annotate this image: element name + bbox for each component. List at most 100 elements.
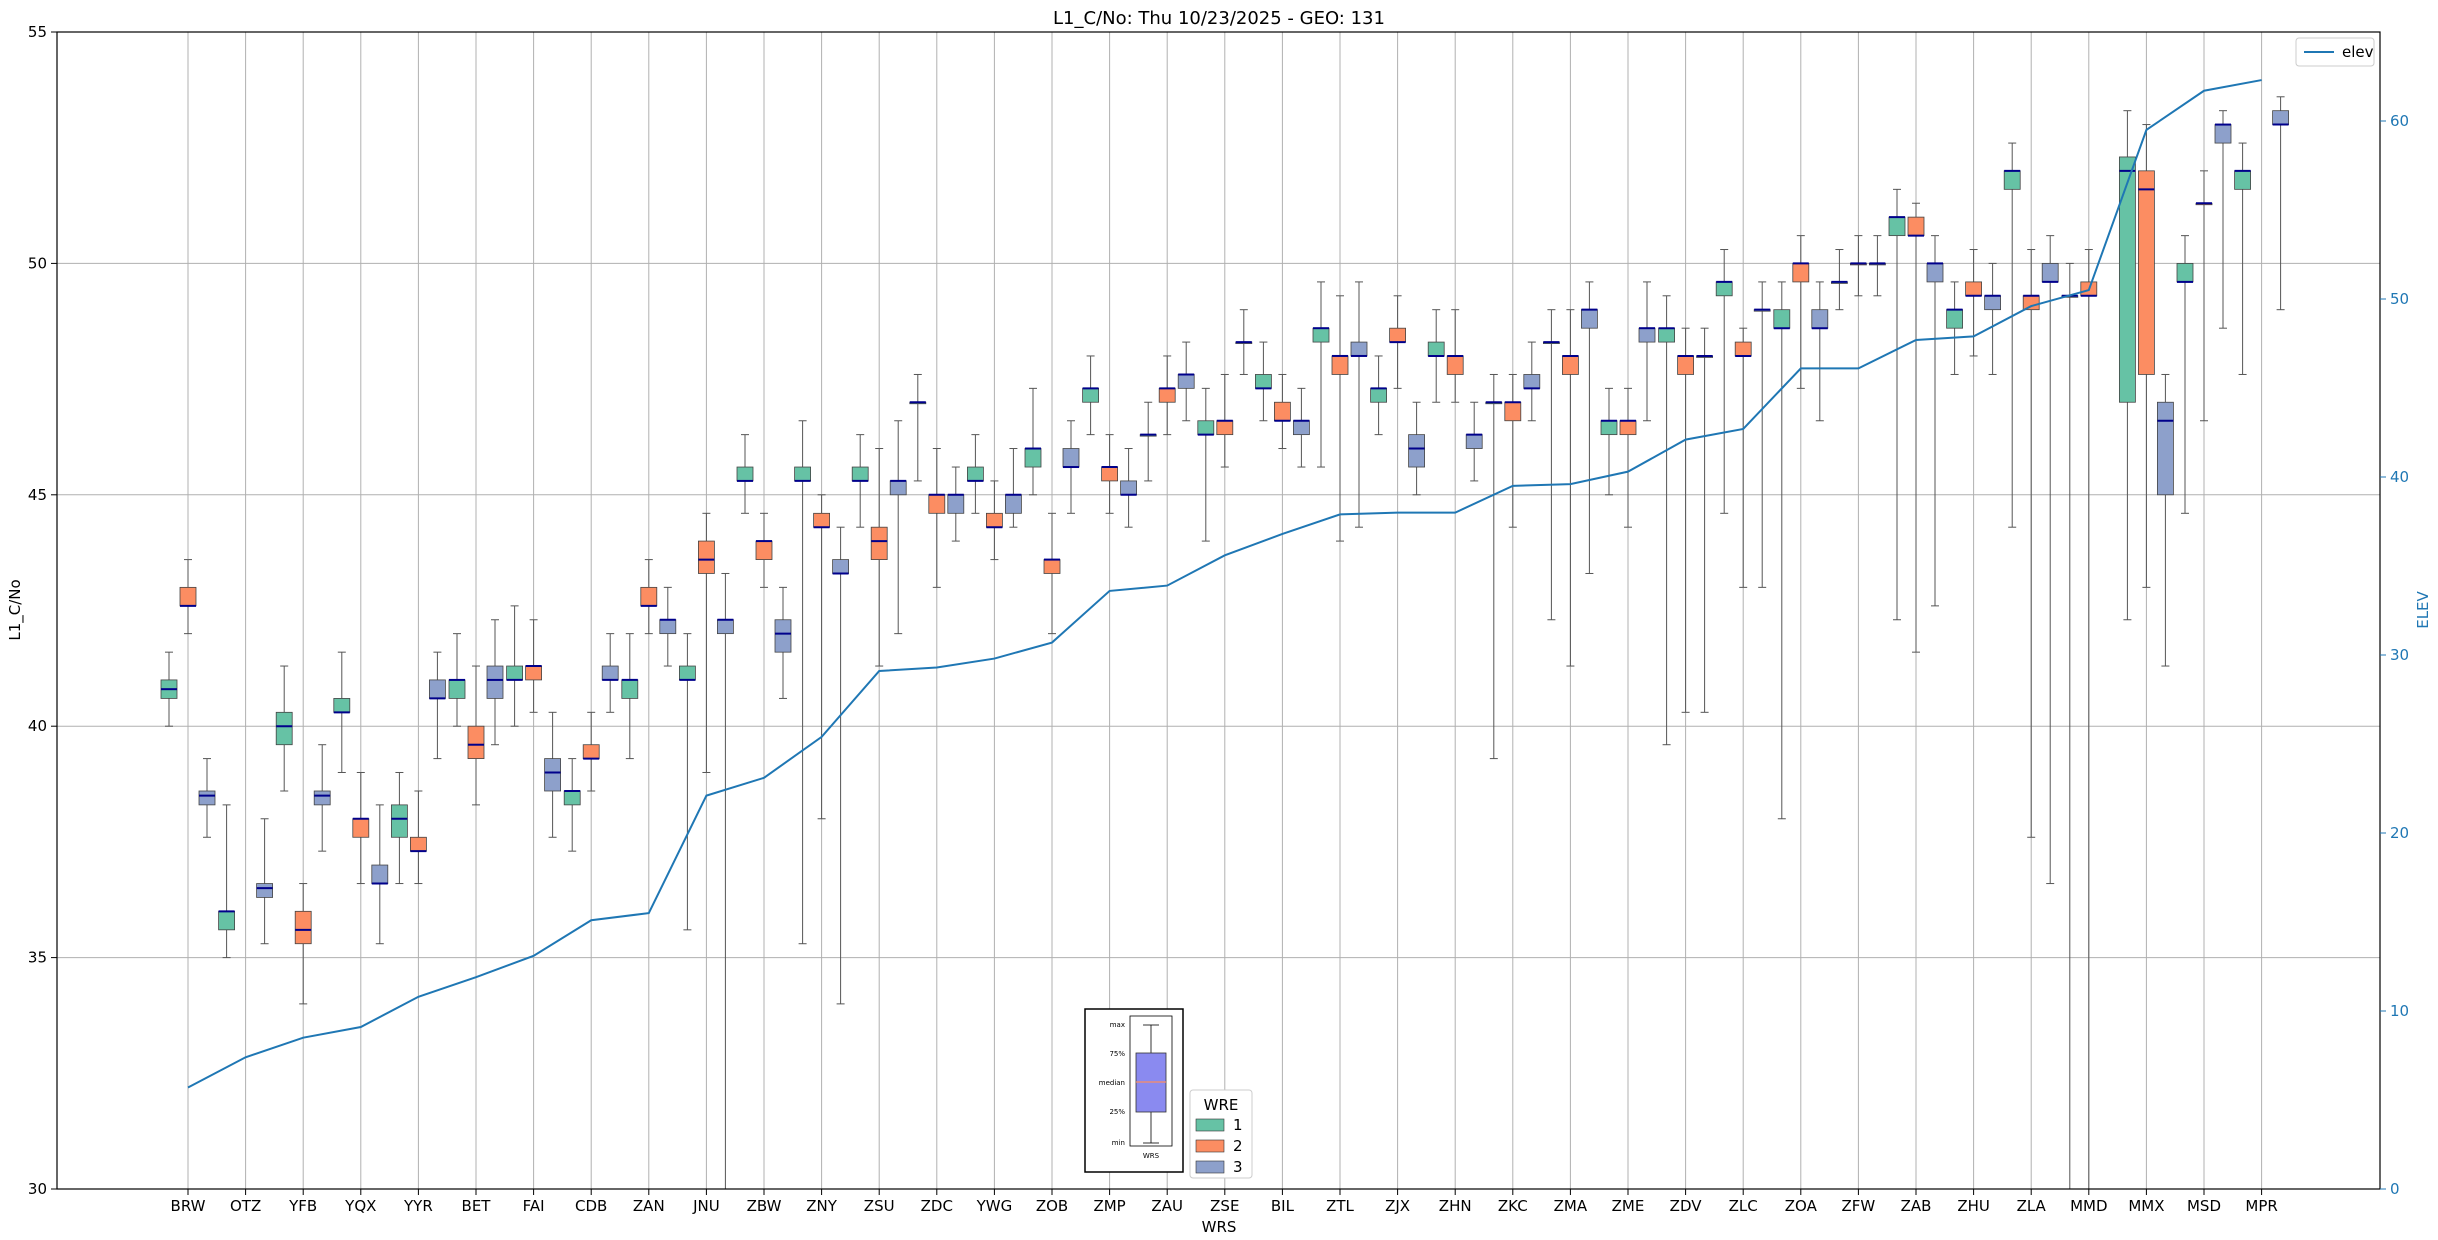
x-tick-label: MSD <box>2187 1197 2221 1215</box>
box-wre-3 <box>1811 309 1829 329</box>
box-wre-1 <box>1715 281 1733 297</box>
box-wre-3 <box>1638 327 1656 343</box>
box-wre-2 <box>1216 420 1234 436</box>
box-wre-3 <box>2156 401 2174 496</box>
box-wre-1 <box>1082 387 1099 403</box>
box-wre-2 <box>1562 355 1579 375</box>
boxes <box>160 96 2290 1189</box>
box-wre-3 <box>198 790 216 806</box>
box-key-label-min: min <box>1112 1139 1125 1147</box>
axes: 30 35 40 45 50 55 0 10 20 30 40 50 60 BRW OTZ YFB YQX YYR… <box>28 23 2409 1215</box>
box-wre-3 <box>1005 494 1022 514</box>
box-wre-1 <box>794 466 811 482</box>
x-tick-label: ZAN <box>633 1197 665 1215</box>
box-wre-1 <box>2003 170 2021 190</box>
x-tick-label: OTZ <box>230 1197 261 1215</box>
box-wre-3 <box>601 665 619 681</box>
x-tick-label: ZSU <box>864 1197 895 1215</box>
box-wre-1 <box>563 790 581 806</box>
x-tick-label: ZSE <box>1210 1197 1239 1215</box>
box-wre-1 <box>448 679 466 699</box>
x-tick-label: ZDV <box>1670 1197 1703 1215</box>
box-wre-2 <box>698 540 715 574</box>
box-wre-1 <box>1600 420 1618 436</box>
box-wre-3 <box>256 883 274 898</box>
box-wre-2 <box>525 665 542 681</box>
box-wre-3 <box>774 619 792 653</box>
box-key-frame <box>1084 1008 1184 1173</box>
x-tick-label: YFB <box>288 1197 317 1215</box>
box-wre-1 <box>1197 420 1215 436</box>
box-wre-1 <box>1773 309 1791 329</box>
y-tick-label: 55 <box>28 23 47 41</box>
box-wre-2 <box>1043 559 1061 574</box>
box-wre-3 <box>1062 448 1080 468</box>
box-wre-2 <box>1101 466 1118 482</box>
x-tick-label: ZOA <box>1785 1197 1818 1215</box>
box-wre-1 <box>1658 327 1675 343</box>
box-wre-1 <box>2234 170 2252 190</box>
wre-legend-label-3: 3 <box>1233 1158 1243 1176</box>
box-wre-1 <box>851 466 869 482</box>
box-wre-3 <box>2272 110 2290 125</box>
box-wre-3 <box>428 679 446 699</box>
elev-line <box>187 79 2262 1089</box>
box-wre-3 <box>1465 434 1483 449</box>
x-tick-label: ZAU <box>1151 1197 1183 1215</box>
x-tick-label: FAI <box>523 1197 545 1215</box>
x-tick-label: YQX <box>344 1197 376 1215</box>
x-tick-label: ZME <box>1612 1197 1645 1215</box>
elev-legend: elev <box>2295 37 2375 67</box>
box-wre-3 <box>371 864 389 884</box>
box-wre-2 <box>640 586 658 607</box>
box-wre-2 <box>1331 355 1349 375</box>
box-wre-3 <box>1120 480 1137 496</box>
box-wre-3 <box>889 480 907 496</box>
box-wre-2 <box>1504 401 1522 422</box>
y2-tick-label: 60 <box>2390 112 2409 130</box>
box-wre-1 <box>1312 327 1330 343</box>
box-wre-2 <box>1792 262 1810 283</box>
box-wre-1 <box>1255 374 1272 389</box>
y-tick-label: 35 <box>28 949 47 967</box>
box-key-caption: WRS <box>1143 1152 1160 1160</box>
box-wre-3 <box>717 619 734 635</box>
elev-legend-label: elev <box>2342 43 2374 61</box>
box-wre-1 <box>967 466 984 482</box>
y-tick-label: 40 <box>28 717 47 735</box>
box-wre-2 <box>1734 341 1752 357</box>
box-wre-2 <box>467 725 485 759</box>
x-tick-label: BRW <box>171 1197 206 1215</box>
x-tick-label: ZHU <box>1957 1197 1990 1215</box>
x-tick-label: ZTL <box>1326 1197 1354 1215</box>
box-wre-2 <box>352 818 370 838</box>
box-wre-1 <box>1888 216 1906 237</box>
box-wre-2 <box>986 512 1003 528</box>
box-key-label-median: median <box>1099 1079 1125 1087</box>
x-tick-label: ZMP <box>1093 1197 1125 1215</box>
y-tick-label: 45 <box>28 486 47 504</box>
box-wre-3 <box>659 619 677 635</box>
box-wre-1 <box>621 679 639 699</box>
x-tick-label: ZAB <box>1901 1197 1932 1215</box>
x-axis-label: WRS <box>1202 1218 1237 1236</box>
x-tick-label: ZMA <box>1554 1197 1588 1215</box>
wre-legend-swatch-3 <box>1195 1160 1225 1174</box>
x-tick-label: ZLC <box>1729 1197 1758 1215</box>
box-wre-3 <box>544 758 561 792</box>
box-wre-2 <box>582 744 600 759</box>
wre-legend-frame <box>1189 1089 1253 1179</box>
wre-legend-label-2: 2 <box>1233 1137 1243 1155</box>
box-wre-2 <box>294 910 312 945</box>
x-tick-label: ZHN <box>1439 1197 1472 1215</box>
x-tick-label: MPR <box>2245 1197 2277 1215</box>
x-tick-label: MMD <box>2070 1197 2107 1215</box>
y2-tick-label: 0 <box>2390 1180 2400 1198</box>
box-wre-2 <box>409 836 427 852</box>
y-axis-label: L1_C/No <box>6 579 25 640</box>
box-wre-3 <box>486 665 504 699</box>
y2-axis-label: ELEV <box>2414 590 2432 628</box>
x-tick-label: YYR <box>403 1197 433 1215</box>
box-wre-1 <box>1370 387 1387 403</box>
